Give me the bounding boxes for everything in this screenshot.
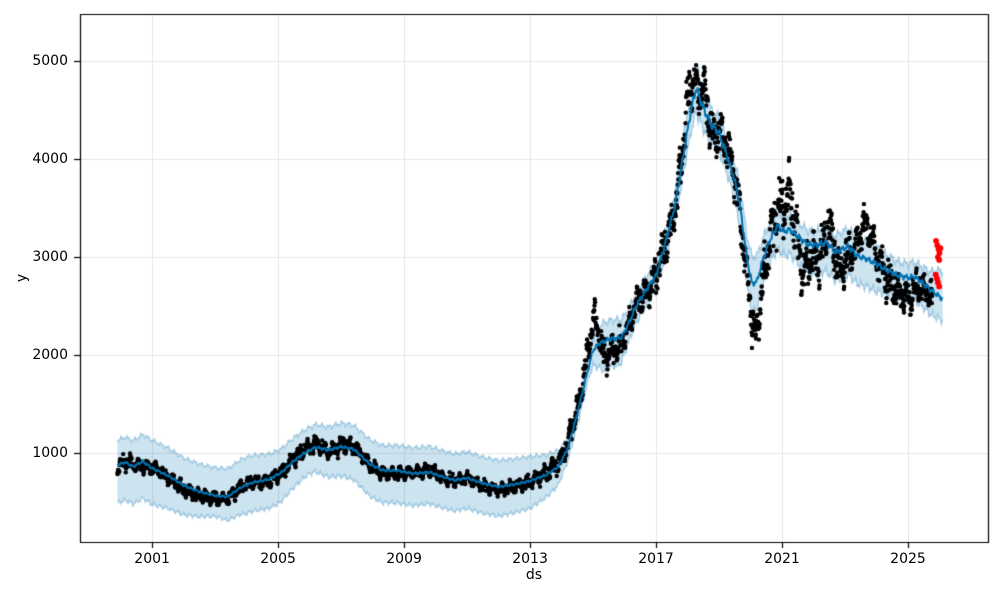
y-tick-label: 3000	[32, 249, 68, 266]
y-tick-label: 4000	[32, 151, 68, 168]
x-tick-label: 2025	[890, 551, 926, 567]
y-axis-label: y	[14, 273, 30, 283]
y-tick-label: 5000	[32, 53, 68, 70]
x-tick-label: 2017	[638, 551, 674, 567]
x-tick-label: 2021	[764, 551, 800, 567]
x-tick-label: 2013	[512, 551, 548, 567]
y-tick-label: 1000	[32, 445, 68, 462]
y-tick-label: 2000	[32, 347, 68, 364]
x-tick-label: 2001	[134, 551, 170, 567]
x-tick-label: 2005	[260, 551, 296, 567]
x-axis-label: ds	[525, 567, 543, 583]
x-tick-label: 2009	[386, 551, 422, 567]
